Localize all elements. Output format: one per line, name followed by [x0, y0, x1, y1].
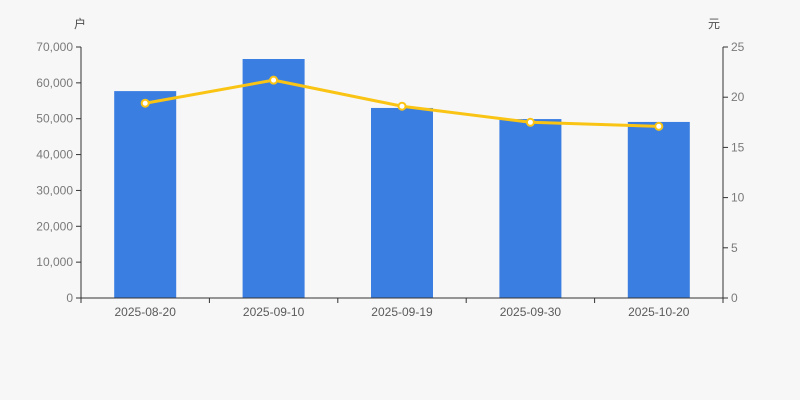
x-axis-label: 2025-09-19 — [371, 305, 433, 319]
x-axis-label: 2025-10-20 — [628, 305, 690, 319]
left-axis-tick-label: 0 — [66, 291, 73, 305]
left-axis-tick-label: 50,000 — [36, 112, 73, 126]
left-axis-tick-label: 70,000 — [36, 40, 73, 54]
x-axis-label: 2025-09-30 — [500, 305, 562, 319]
price-line-point-2025-10-20 — [654, 121, 664, 131]
right-axis-tick-label: 15 — [731, 140, 745, 154]
bar-2025-10-20 — [627, 121, 690, 298]
price-line-point-2025-09-19 — [397, 101, 407, 111]
left-axis-tick-label: 20,000 — [36, 219, 73, 233]
right-axis-tick-label: 10 — [731, 191, 745, 205]
left-axis-unit-label: 户 — [74, 17, 87, 31]
bar-2025-09-10 — [242, 59, 305, 298]
right-axis-tick-label: 5 — [731, 241, 738, 255]
bar-2025-09-30 — [499, 119, 562, 298]
right-axis-tick-label: 20 — [731, 90, 745, 104]
price-line-point-2025-09-30 — [525, 117, 535, 127]
x-axis-label: 2025-09-10 — [243, 305, 305, 319]
price-line-point-2025-09-10 — [269, 75, 279, 85]
price-line-point-2025-08-20 — [140, 98, 150, 108]
x-axis-label: 2025-08-20 — [115, 305, 177, 319]
left-axis-tick-label: 30,000 — [36, 183, 73, 197]
right-axis-unit-label: 元 — [708, 17, 721, 31]
left-axis-tick-label: 60,000 — [36, 76, 73, 90]
bar-2025-09-19 — [371, 107, 433, 298]
bar-2025-08-20 — [114, 91, 177, 299]
right-axis-tick-label: 0 — [731, 291, 738, 305]
left-axis-tick-label: 40,000 — [36, 148, 73, 162]
left-axis-tick-label: 10,000 — [36, 255, 73, 269]
right-axis-tick-label: 25 — [731, 40, 745, 54]
